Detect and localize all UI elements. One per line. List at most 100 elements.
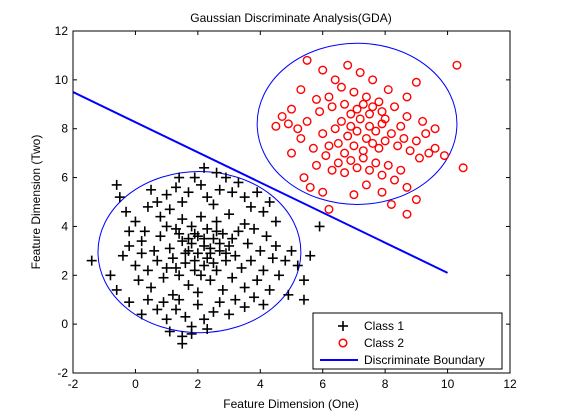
class-2-point [365,109,375,119]
class-1-point [161,314,172,325]
class-2-point [380,114,390,124]
class-1-point [199,260,210,271]
class-1-point [164,243,175,254]
y-tick-label: 12 [55,24,69,38]
class-2-point [287,104,297,114]
class-2-point [277,111,287,121]
class-2-point [374,97,384,107]
class-1-point [183,280,194,291]
class-1-point [202,192,213,203]
class-1-point [174,172,185,183]
axis-ticks: -2 0 2 4 6 8 10 12 -2 0 2 4 6 8 10 12 [55,24,517,391]
y-tick-label: -2 [57,366,68,380]
class-2-point [349,141,359,151]
class-1-point [158,297,169,308]
class-2-point [430,143,440,153]
class-2-point [321,151,331,161]
class-1-point [152,304,163,315]
x-tick-label: 0 [132,377,139,391]
class-1-point [146,184,157,195]
class-2-point [390,102,400,112]
class-1-point [180,311,191,322]
class-1-point [224,309,235,320]
class-2-point [365,121,375,131]
class-2-point [368,138,378,148]
legend-circle-marker [338,338,348,348]
class-2-point [296,133,306,143]
class-1-point [161,262,172,273]
class-2-point [324,204,334,214]
class-2-point [346,155,356,165]
class-2-point [424,148,434,158]
class-1-point [192,231,203,242]
class-2-point [361,180,371,190]
class-2-point [340,168,350,178]
class-2-point [402,209,412,219]
class-1-point [146,282,157,293]
class-1-point [205,275,216,286]
y-tick-label: 4 [61,219,68,233]
class-2-point [371,158,381,168]
axes-box [72,30,511,374]
class-1-point [249,223,260,234]
class-2-point [365,165,375,175]
class-2-point [352,104,362,114]
class-2-point [393,141,403,151]
class-1-point [270,216,281,227]
class-1-point [189,172,200,183]
class-1-point [161,221,172,232]
class-1-point [155,211,166,222]
class-2-point [418,116,428,126]
legend-plus-marker [338,321,348,331]
class-2-point [296,85,306,95]
chart-title: Gaussian Discriminate Analysis(GDA) [190,11,391,25]
class-2-point [308,143,318,153]
class-1-point [114,192,125,203]
class-2-point [324,141,334,151]
class-2-point [383,160,393,170]
class-2-point [439,151,449,161]
class-2-point [346,109,356,119]
class-1-point [180,258,191,269]
class-1-point [195,179,206,190]
class-1-point [298,294,309,305]
x-axis-label: Feature Dimension (One) [223,397,358,411]
class-1-point [239,218,250,229]
class-2-point [411,136,421,146]
class-2-point [411,77,421,87]
x-tick-label: 2 [195,377,202,391]
class-1-point [208,233,219,244]
class-2-point [361,133,371,143]
class-1-point [242,238,253,249]
x-tick-label: 10 [441,377,455,391]
class-1-point [136,309,147,320]
class-2-point [343,60,353,70]
class-1-point [267,253,278,264]
class-1-point [220,172,231,183]
class-2-point [396,121,406,131]
y-tick-label: 8 [61,122,68,136]
contour-ellipse-1 [97,170,302,334]
class-2-point [452,60,462,70]
class-1-point [239,282,250,293]
class-2-point [346,121,356,131]
class-1-point [177,236,188,247]
class-1-point [195,211,206,222]
class-1-point [233,226,244,237]
class-1-point [155,231,166,242]
class-1-point [158,272,169,283]
legend-label-boundary: Discriminate Boundary [364,353,485,367]
class-1-point [161,189,172,200]
class-2-point [349,190,359,200]
class-2-point [430,124,440,134]
class-2-point [299,173,309,183]
class-2-point [361,92,371,102]
class-1-point [224,209,235,220]
class-2-point [402,182,412,192]
y-tick-label: 2 [61,268,68,282]
class-1-point [195,270,206,281]
class-2-point [458,163,468,173]
class-1-point [220,248,231,259]
class-1-point [227,272,238,283]
class-2-point [377,187,387,197]
